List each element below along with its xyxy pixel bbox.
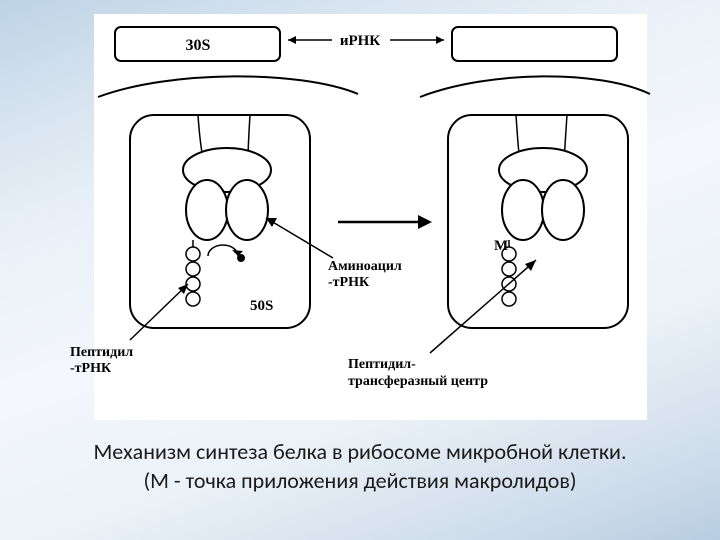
label-pcenter-1: Пептидил- [348,357,416,372]
label-m: М [494,238,508,254]
box-right-empty [452,27,617,61]
label-peptidyl-1: Пептидил [70,345,133,360]
pept-left-2 [186,262,200,276]
pept-left-3 [186,277,200,291]
ribo-left-big2 [226,180,268,240]
caption-line1: Механизм синтеза белка в рибосоме микроб… [93,438,626,465]
pept-left-1 [186,247,200,261]
caption-line2: (М - точка приложения действия макролидо… [143,467,576,494]
caption: Механизм синтеза белка в рибосоме микроб… [0,438,720,495]
ribo-left-big1 [186,180,228,240]
label-50s: 50S [250,298,273,314]
mrna-curve-left [98,76,358,97]
ribo-right-big2 [542,180,584,240]
slide-background: 30S иРНК [0,0,720,540]
label-30s: 30S [186,37,211,54]
label-peptidyl-2: -тРНК [70,361,112,376]
ribo-right-big1 [502,180,544,240]
process-dot [237,254,245,262]
mrna-curve-right [420,76,650,97]
label-aminoacyl-1: Аминоацил [328,259,402,274]
label-pcenter-2: трансферазный центр [348,374,488,389]
irnk-arrow-left-head [288,36,296,44]
big-arrow-head [418,215,432,229]
pept-left-4 [186,292,200,306]
label-irnk: иРНК [340,33,380,49]
irnk-arrow-right-head [436,36,444,44]
diagram-svg: 30S иРНК [0,0,720,430]
pept-right-2 [502,262,516,276]
pept-right-4 [502,292,516,306]
label-aminoacyl-2: -тРНК [328,275,370,290]
